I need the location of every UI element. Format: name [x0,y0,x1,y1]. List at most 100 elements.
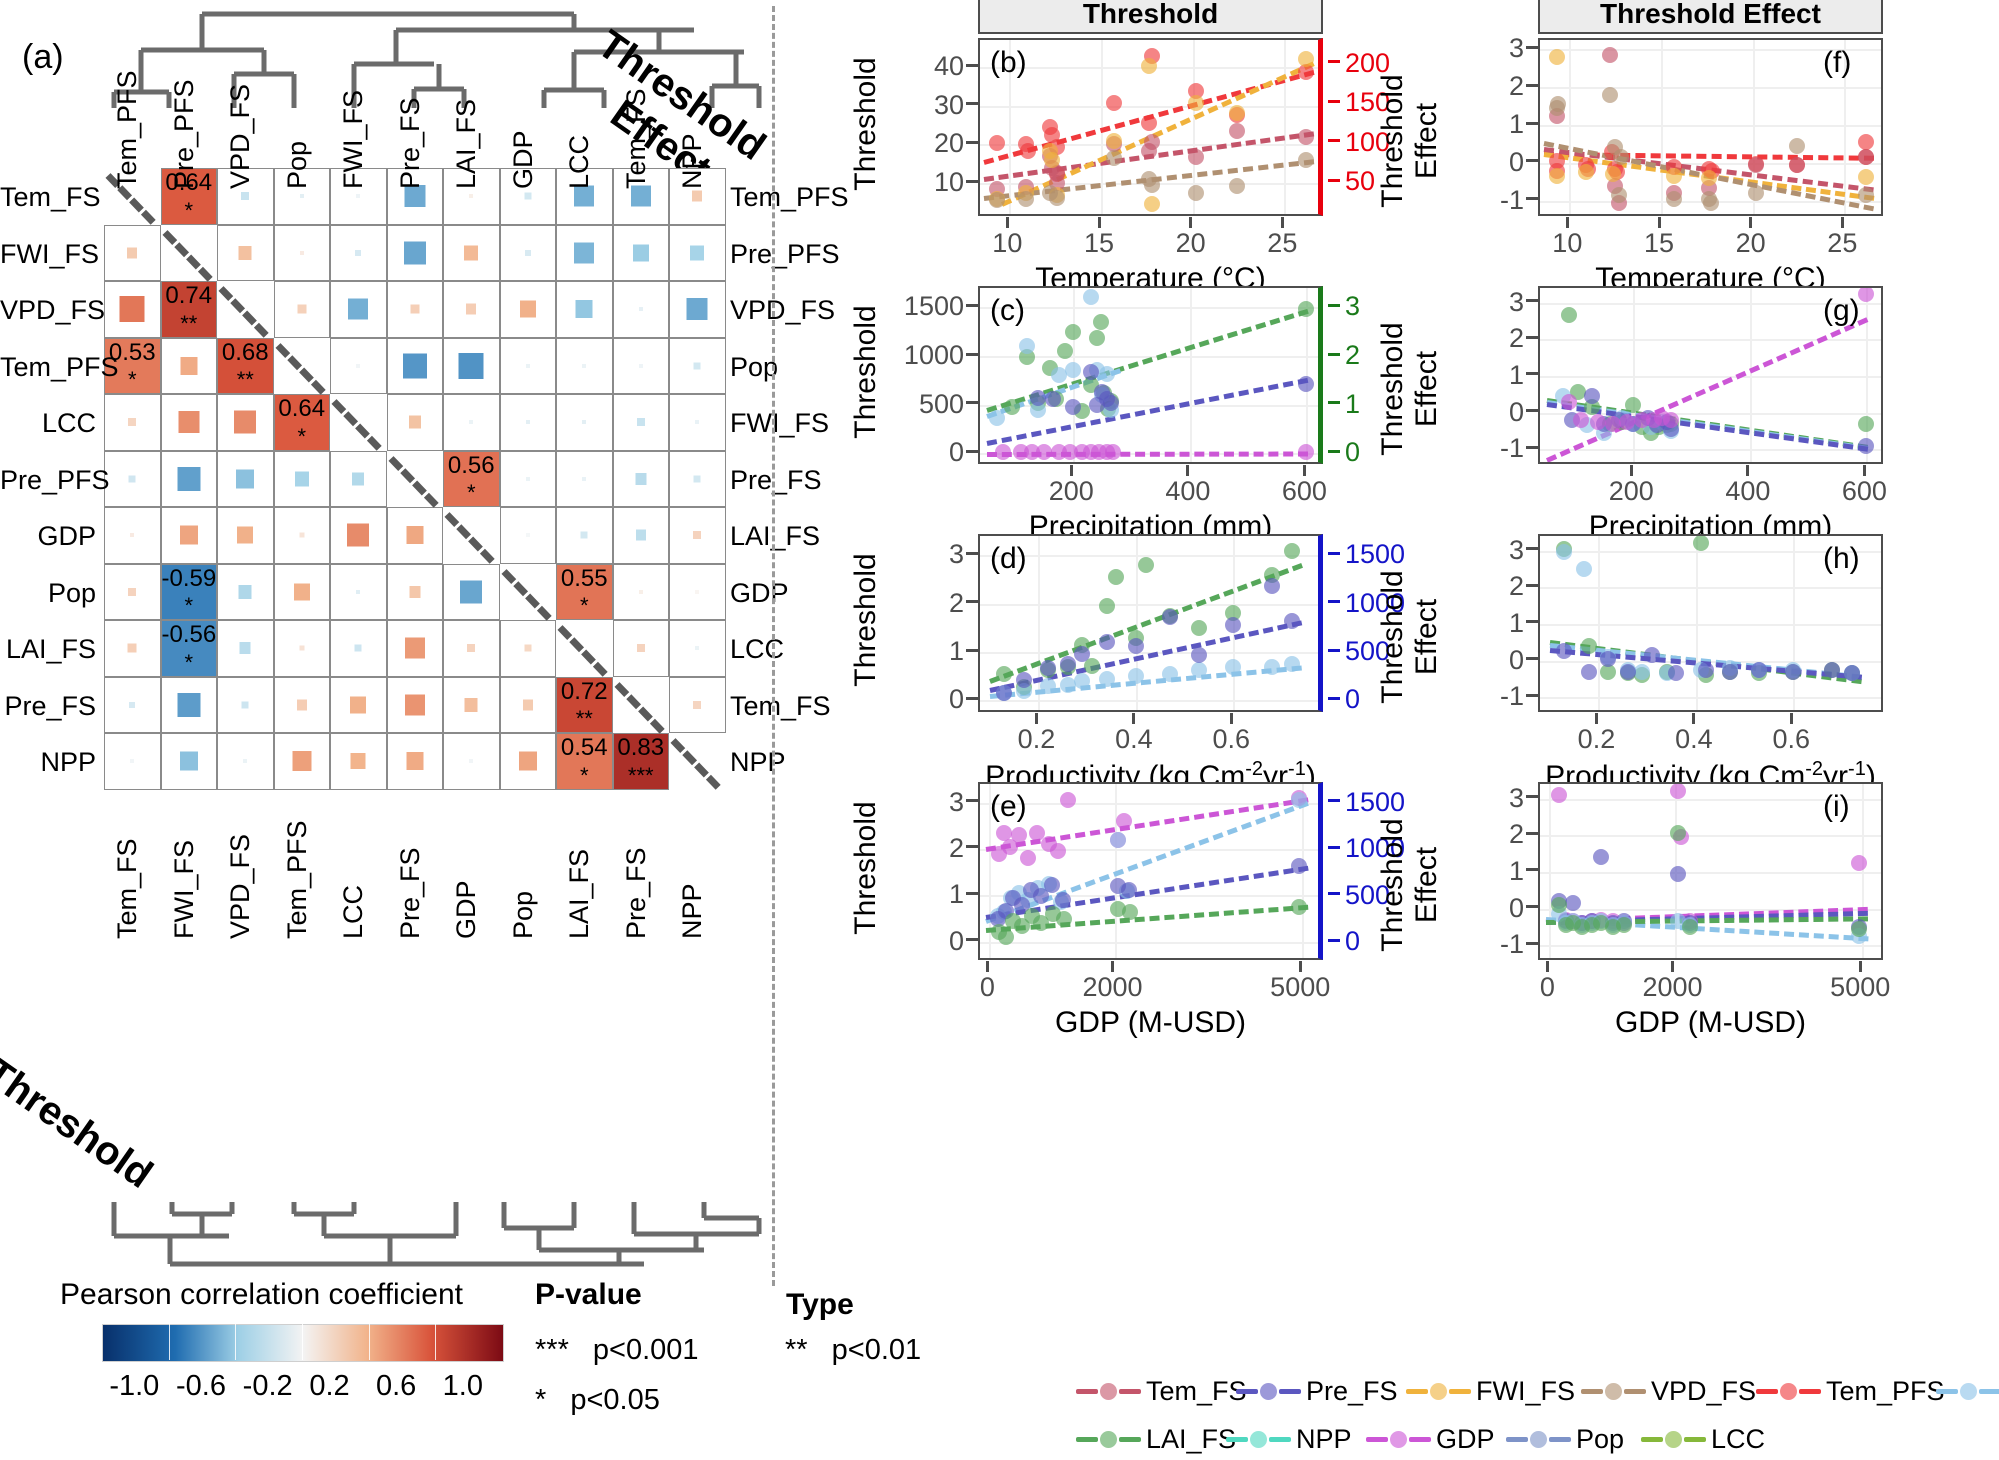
matrix-cell [443,168,500,225]
matrix-cell [273,281,330,338]
matrix-cell-square [236,469,255,489]
legend-dash-left-icon [1236,1389,1258,1394]
legend-item-Pre_PFS[interactable]: Pre_PFS [1936,1376,1999,1407]
threshold-word-bottom: Threshold [0,1050,161,1197]
matrix-cell [556,281,613,338]
pearson-colorbar-tick: -0.2 [242,1370,293,1402]
legend-item-LAI_FS[interactable]: LAI_FS [1076,1424,1236,1455]
matrix-cell [386,507,443,564]
data-point-LAI_FS [1561,307,1578,324]
legend-point-icon [1780,1383,1797,1400]
y-tick-label: 10 [933,167,964,198]
data-point-Pre_FS [1751,661,1768,678]
data-point-FWI_FS [1548,49,1565,66]
legend-item-VPD_FS[interactable]: VPD_FS [1581,1376,1756,1407]
legend-dash-left-icon [1366,1437,1388,1442]
legend-item-Tem_PFS[interactable]: Tem_PFS [1756,1376,1945,1407]
data-point-Tem_FS [1144,134,1161,151]
gridline-h [980,848,1318,851]
y-tick-label: 3 [948,539,964,570]
matrix-cell [499,620,556,677]
matrix-cell [160,394,217,451]
data-point-Pre_FS [1191,646,1208,663]
matrix-cell-square [638,363,643,368]
pearson-colorbar-tick: -1.0 [109,1370,160,1402]
gridline-v [1189,288,1192,462]
legend-item-NPP[interactable]: NPP [1226,1424,1352,1455]
data-point-FWI_FS [1105,132,1122,149]
legend-item-Pre_FS[interactable]: Pre_FS [1236,1376,1398,1407]
gridline-h [980,555,1318,558]
y2-tick-label: 100 [1345,126,1391,157]
data-point-LAI_FS [1191,619,1208,636]
legend-dash-right-icon [1684,1437,1706,1442]
data-point-LAI_FS [1550,896,1567,913]
legend-label: FWI_FS [1476,1376,1575,1406]
pearson-colorbar-tick: 1.0 [442,1370,483,1402]
x-tick [1298,961,1302,972]
matrix-cell-square [458,352,484,379]
y2-tick-label: 500 [1345,636,1391,666]
y-tick-label: 2 [1508,323,1524,354]
x-tick-label: 20 [1735,228,1766,258]
strip-label-f: Threshold Effect [1538,0,1883,34]
legend-item-LCC[interactable]: LCC [1641,1424,1765,1455]
matrix-row-label-left: Tem_PFS [0,351,119,382]
data-point-Pre_FS [1015,672,1032,689]
matrix-cell [330,507,387,564]
matrix-cell-significance: ** [236,367,254,392]
y-axis-title-f: Threshold Effect [1376,74,1443,208]
matrix-cell-square [178,411,200,434]
x-tick-label: 20 [1175,228,1206,258]
data-point-LAI_FS [1858,415,1875,432]
y-tick-label: 0 [1508,146,1524,177]
matrix-cell [160,676,217,733]
matrix-cell-value: 0.64 [165,169,213,196]
matrix-cell-square [406,526,424,545]
matrix-cell [612,620,669,677]
x-tick [1111,961,1115,972]
data-point-LAI_FS [1298,301,1315,318]
pvalue-text: p<0.001 [584,1334,699,1366]
y-tick [966,799,978,803]
y-tick [1526,620,1538,624]
matrix-cell [386,563,443,620]
x-tick-label: 0.2 [1017,724,1056,754]
matrix-col-label: VPD_FS [225,83,256,189]
data-point-Pre_PFS [1059,676,1076,693]
matrix-cell-fill [557,677,612,732]
matrix-cell-square [354,644,362,652]
gridline-h [1540,945,1881,948]
data-point-FWI_FS [1298,50,1315,67]
matrix-cell [443,733,500,790]
matrix-cell [273,507,330,564]
x-tick [1132,713,1136,724]
y2-tick-label: 50 [1345,166,1376,197]
x-tick-label: 2000 [1082,972,1143,1002]
legend-item-GDP[interactable]: GDP [1366,1424,1495,1455]
gridline-v [1695,536,1698,710]
data-point-FWI_FS [1144,196,1161,213]
matrix-cell-square [524,644,532,652]
legend-item-Pop[interactable]: Pop [1506,1424,1624,1455]
y-tick [1526,657,1538,661]
legend-dash-right-icon [1409,1437,1431,1442]
legend-item-FWI_FS[interactable]: FWI_FS [1406,1376,1575,1407]
data-point-Pre_PFS [1082,288,1099,305]
matrix-cell [499,676,556,733]
x-tick-label: 0.6 [1772,724,1811,754]
x-tick [1862,465,1866,476]
matrix-cell-square [410,304,420,314]
pearson-colorbar-tickmark [302,1324,303,1360]
matrix-cell-square [575,300,593,319]
y2-tick-label: 1500 [1345,539,1406,570]
matrix-col-label-bottom: Tem_FS [112,837,143,939]
matrix-cell-square [524,249,531,256]
matrix-cell [556,394,613,451]
panel-letter-b: (b) [990,46,1027,79]
data-point-Pre_FS [996,684,1013,701]
gridline-v [1661,40,1663,214]
data-point-Pre_FS [1032,887,1049,904]
y-tick [1526,868,1538,872]
legend-item-Tem_FS[interactable]: Tem_FS [1076,1376,1247,1407]
